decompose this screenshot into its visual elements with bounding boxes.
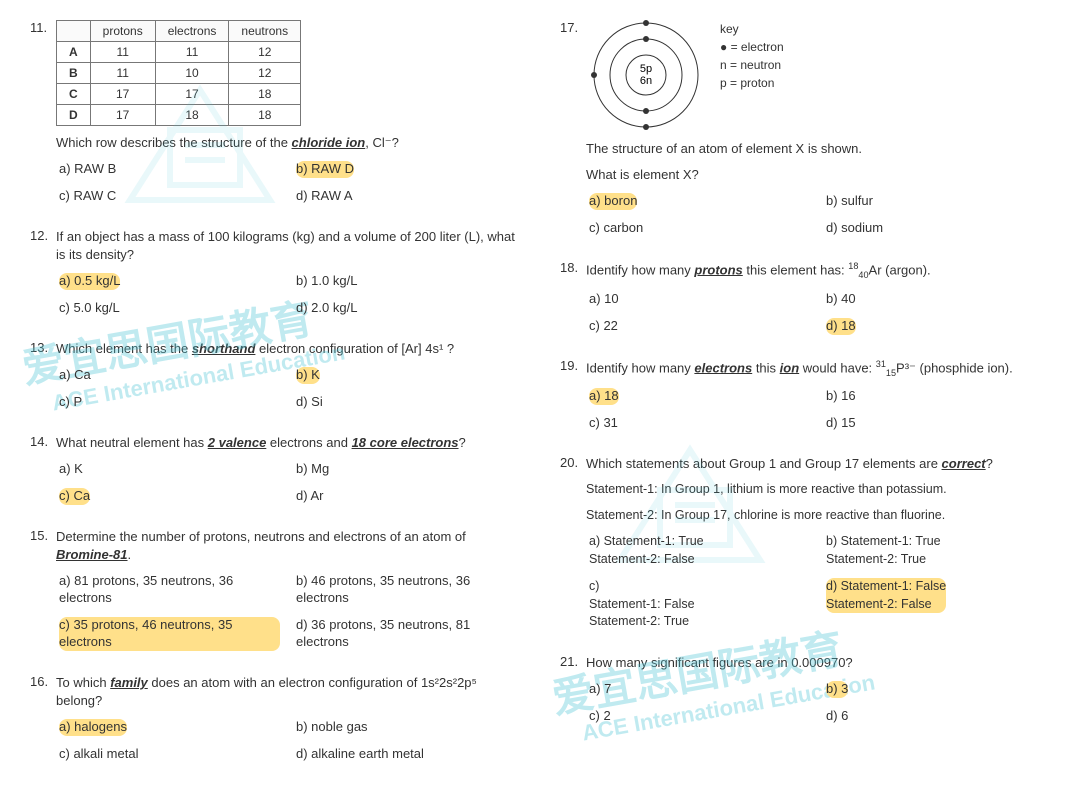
question-19: 19. Identify how many electrons this ion… [560,358,1050,433]
q-text: Which row describes the structure of the… [56,134,520,152]
option-b[interactable]: b) noble gas [293,718,520,737]
option-d[interactable]: d) Si [293,393,520,412]
q-text: Which element has the shorthand electron… [56,340,520,358]
option-a[interactable]: a) boron [586,192,813,211]
table-row: C171718 [57,84,301,105]
q-number: 17. [560,20,586,238]
options: a) RAW B b) RAW D c) RAW C d) RAW A [56,160,520,206]
left-column: 爱宜思国际教育 ACE International Education 11. … [30,20,520,769]
option-b[interactable]: b) Mg [293,460,520,479]
option-c[interactable]: c) 2 [586,707,813,726]
table-row: A111112 [57,42,301,63]
option-d[interactable]: d) 18 [823,317,1050,336]
q-number: 15. [30,528,56,652]
option-a[interactable]: a) 18 [586,387,813,406]
q-number: 13. [30,340,56,412]
option-c[interactable]: c) alkali metal [56,745,283,764]
option-b[interactable]: b) 46 protons, 35 neutrons, 36 electrons [293,572,520,608]
option-c[interactable]: c) 35 protons, 46 neutrons, 35 electrons [56,616,283,652]
option-a[interactable]: a) RAW B [56,160,283,179]
table-row: B111012 [57,63,301,84]
question-18: 18. Identify how many protons this eleme… [560,260,1050,335]
option-c[interactable]: c) 31 [586,414,813,433]
atom-key-legend: key ● = electron n = neutron p = proton [720,20,784,92]
option-d[interactable]: d) 6 [823,707,1050,726]
question-14: 14. What neutral element has 2 valence e… [30,434,520,506]
option-c[interactable]: c) P [56,393,283,412]
table-row: protons electrons neutrons [57,21,301,42]
option-b[interactable]: b) 1.0 kg/L [293,272,520,291]
q-text: What neutral element has 2 valence elect… [56,434,520,452]
q11-table: protons electrons neutrons A111112 B1110… [56,20,301,126]
option-a[interactable]: a) Ca [56,366,283,385]
q-number: 14. [30,434,56,506]
option-c[interactable]: c) Statement-1: False Statement-2: True [586,577,813,632]
q-text: Identify how many protons this element h… [586,260,1050,282]
q-number: 18. [560,260,586,335]
q-text: The structure of an atom of element X is… [586,140,1050,158]
option-b[interactable]: b) 3 [823,680,1050,699]
option-a[interactable]: a) 10 [586,290,813,309]
option-a[interactable]: a) 81 protons, 35 neutrons, 36 electrons [56,572,283,608]
option-b[interactable]: b) RAW D [293,160,520,179]
option-c[interactable]: c) carbon [586,219,813,238]
q-text: Determine the number of protons, neutron… [56,528,520,564]
option-c[interactable]: c) 22 [586,317,813,336]
statement-2: Statement-2: In Group 17, chlorine is mo… [586,507,1050,525]
q-text: What is element X? [586,166,1050,184]
question-17: 17. [560,20,1050,238]
svg-text:5p: 5p [640,63,652,75]
option-d[interactable]: d) 15 [823,414,1050,433]
question-20: 20. Which statements about Group 1 and G… [560,455,1050,632]
svg-text:6n: 6n [640,75,652,87]
option-c[interactable]: c) 5.0 kg/L [56,299,283,318]
q-text: If an object has a mass of 100 kilograms… [56,228,520,264]
atom-diagram-icon: 5p 6n [586,20,706,130]
option-d[interactable]: d) RAW A [293,187,520,206]
option-b[interactable]: b) sulfur [823,192,1050,211]
option-b[interactable]: b) Statement-1: True Statement-2: True [823,532,1050,569]
option-b[interactable]: b) 40 [823,290,1050,309]
worksheet-page: 爱宜思国际教育 ACE International Education 11. … [0,0,1080,789]
q-number: 11. [30,20,56,206]
option-b[interactable]: b) 16 [823,387,1050,406]
q-text: To which family does an atom with an ele… [56,674,520,710]
q-number: 19. [560,358,586,433]
question-21: 21. How many significant figures are in … [560,654,1050,726]
q-text: Identify how many electrons this ion wou… [586,358,1050,380]
option-d[interactable]: d) Ar [293,487,520,506]
option-d[interactable]: d) Statement-1: False Statement-2: False [823,577,1050,632]
option-d[interactable]: d) alkaline earth metal [293,745,520,764]
q-number: 20. [560,455,586,632]
statement-1: Statement-1: In Group 1, lithium is more… [586,481,1050,499]
question-11: 11. protons electrons neutrons A111112 B… [30,20,520,206]
question-15: 15. Determine the number of protons, neu… [30,528,520,652]
q-number: 21. [560,654,586,726]
table-row: D171818 [57,105,301,126]
option-c[interactable]: c) RAW C [56,187,283,206]
question-16: 16. To which family does an atom with an… [30,674,520,764]
option-a[interactable]: a) 7 [586,680,813,699]
option-a[interactable]: a) halogens [56,718,283,737]
option-a[interactable]: a) Statement-1: True Statement-2: False [586,532,813,569]
q-number: 16. [30,674,56,764]
option-c[interactable]: c) Ca [56,487,283,506]
option-b[interactable]: b) K [293,366,520,385]
q-text: Which statements about Group 1 and Group… [586,455,1050,473]
q-number: 12. [30,228,56,318]
question-12: 12. If an object has a mass of 100 kilog… [30,228,520,318]
q-text: How many significant figures are in 0.00… [586,654,1050,672]
question-13: 13. Which element has the shorthand elec… [30,340,520,412]
option-a[interactable]: a) 0.5 kg/L [56,272,283,291]
option-d[interactable]: d) sodium [823,219,1050,238]
right-column: 爱宜思国际教育 ACE International Education 17. [560,20,1050,769]
option-a[interactable]: a) K [56,460,283,479]
option-d[interactable]: d) 2.0 kg/L [293,299,520,318]
option-d[interactable]: d) 36 protons, 35 neutrons, 81 electrons [293,616,520,652]
